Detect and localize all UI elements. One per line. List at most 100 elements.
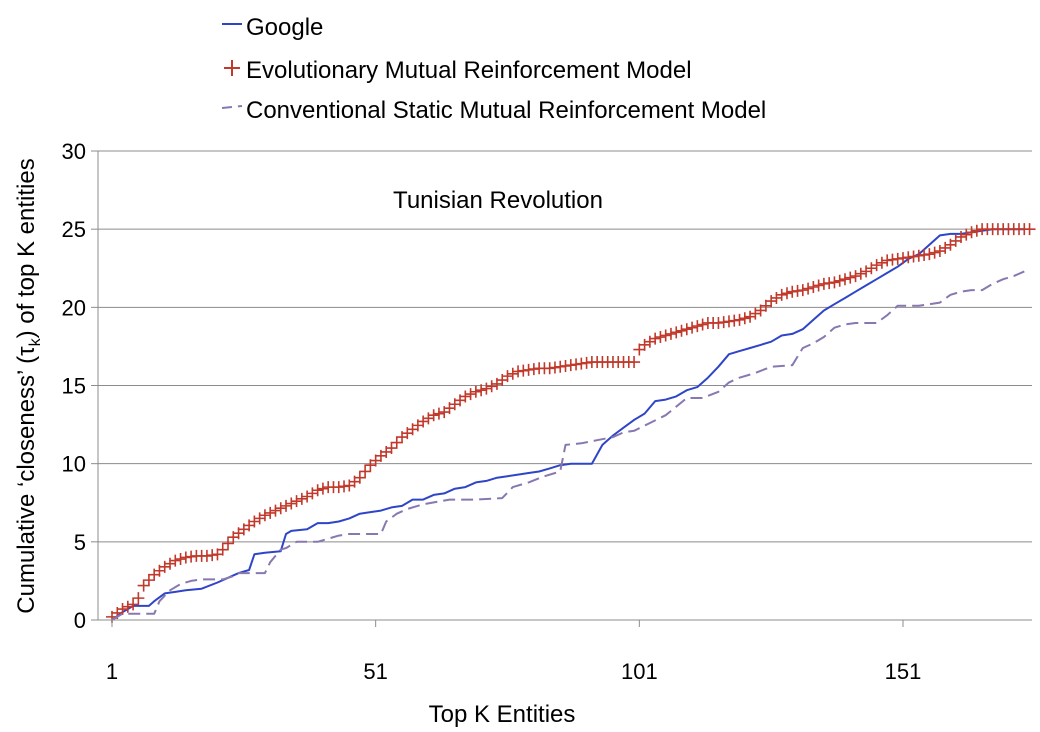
data-point-marker <box>501 370 514 383</box>
data-point-marker <box>691 320 704 333</box>
data-point-marker <box>854 267 867 280</box>
data-point-marker <box>780 287 793 300</box>
y-tick-label-15: 15 <box>62 374 86 399</box>
data-point-marker <box>290 495 303 508</box>
data-point-marker <box>280 499 293 512</box>
data-point-marker <box>359 465 372 478</box>
data-point-marker <box>116 603 129 616</box>
data-point-marker <box>222 537 235 550</box>
data-point-marker <box>628 356 641 369</box>
data-point-marker <box>696 318 709 331</box>
data-point-marker <box>939 241 952 254</box>
data-point-marker <box>680 323 693 336</box>
data-point-marker <box>659 329 672 342</box>
data-point-marker <box>965 226 978 239</box>
series-evolutionary-mutual-reinforcement-model <box>106 223 1036 623</box>
data-point-marker <box>960 228 973 241</box>
data-point-marker <box>464 388 477 401</box>
data-point-marker <box>765 295 778 308</box>
data-point-marker <box>828 276 841 289</box>
legend-swatch-evolutionary <box>224 60 240 76</box>
data-point-marker <box>928 246 941 259</box>
data-point-marker <box>933 245 946 258</box>
data-point-marker <box>775 288 788 301</box>
y-tick-label-20: 20 <box>62 295 86 320</box>
data-point-marker <box>802 282 815 295</box>
data-point-marker <box>169 554 182 567</box>
data-point-marker <box>127 598 140 611</box>
y-axis-label: Cumulative ‘closeness’ (τk) of top K ent… <box>13 158 44 613</box>
data-point-marker <box>385 442 398 455</box>
data-point-marker <box>390 436 403 449</box>
data-point-marker <box>306 487 319 500</box>
data-point-marker <box>158 560 171 573</box>
data-point-marker <box>738 312 751 325</box>
data-point-marker <box>844 271 857 284</box>
data-point-marker <box>833 274 846 287</box>
data-point-marker <box>301 490 314 503</box>
axes <box>91 150 1032 627</box>
data-point-marker <box>1023 223 1036 236</box>
data-point-marker <box>274 502 287 515</box>
data-point-marker <box>137 579 150 592</box>
legend-item-google: Google <box>222 14 323 41</box>
data-point-marker <box>459 390 472 403</box>
y-tick-label-30: 30 <box>62 139 86 164</box>
data-point-marker <box>870 259 883 272</box>
data-point-marker <box>142 574 155 587</box>
data-point-marker <box>654 331 667 344</box>
data-point-marker <box>923 248 936 261</box>
y-axis-label-part-2: ) of top K entities <box>13 158 40 338</box>
data-point-marker <box>269 504 282 517</box>
data-point-marker <box>469 385 482 398</box>
data-point-marker <box>480 382 493 395</box>
data-point-marker <box>744 310 757 323</box>
data-point-marker <box>417 415 430 428</box>
data-point-marker <box>485 380 498 393</box>
data-point-marker <box>285 497 298 510</box>
x-tick-label-151: 151 <box>885 659 922 684</box>
y-tick-label-25: 25 <box>62 217 86 242</box>
data-point-marker <box>121 600 134 613</box>
data-point-marker <box>675 324 688 337</box>
data-point-marker <box>248 515 261 528</box>
legend-label-conventional: Conventional Static Mutual Reinforcement… <box>246 97 766 124</box>
data-point-marker <box>796 284 809 297</box>
y-axis-label-subscript: k <box>27 337 44 346</box>
data-point-marker <box>253 512 266 525</box>
y-axis-label-group: Cumulative ‘closeness’ (τk) of top K ent… <box>13 158 44 613</box>
legend-label-evolutionary: Evolutionary Mutual Reinforcement Model <box>246 57 692 84</box>
data-point-marker <box>311 484 324 497</box>
data-point-marker <box>216 543 229 556</box>
data-point-marker <box>316 482 329 495</box>
data-point-marker <box>686 321 699 334</box>
data-point-marker <box>770 291 783 304</box>
y-axis-label-part-1: Cumulative ‘closeness’ (τ <box>13 346 40 614</box>
series-layer <box>106 223 1036 623</box>
data-point-marker <box>649 332 662 345</box>
data-point-marker <box>422 412 435 425</box>
data-point-marker <box>432 407 445 420</box>
data-point-marker <box>812 279 825 292</box>
legend-swatch-conventional <box>221 105 243 109</box>
data-point-marker <box>807 281 820 294</box>
data-point-marker <box>258 509 271 522</box>
data-point-marker <box>643 335 656 348</box>
data-point-marker <box>132 592 145 605</box>
data-point-marker <box>875 256 888 269</box>
data-point-marker <box>427 409 440 422</box>
data-point-marker <box>353 471 366 484</box>
y-tick-label-0: 0 <box>74 608 86 633</box>
legend-item-evolutionary: Evolutionary Mutual Reinforcement Model <box>224 57 692 84</box>
y-tick-label-5: 5 <box>74 530 86 555</box>
data-point-marker <box>638 338 651 351</box>
data-point-marker <box>838 273 851 286</box>
data-point-marker <box>865 262 878 275</box>
legend-label-google: Google <box>246 14 323 41</box>
data-point-marker <box>670 326 683 339</box>
data-point-marker <box>475 384 488 397</box>
data-point-marker <box>264 506 277 519</box>
data-point-marker <box>955 230 968 243</box>
